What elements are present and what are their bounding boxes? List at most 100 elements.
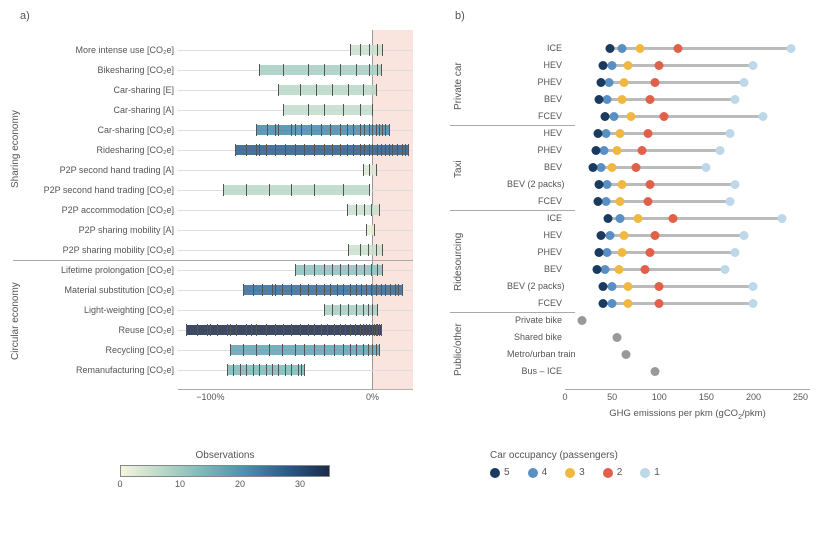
panel-b-xlabel: GHG emissions per pkm (gCO2/pkm) bbox=[565, 408, 810, 421]
colorbar-tick: 20 bbox=[235, 479, 245, 489]
observation-tick bbox=[324, 64, 325, 76]
observation-tick bbox=[267, 124, 268, 136]
row-label: Lifetime prolongation [CO₂e] bbox=[26, 260, 174, 280]
observation-tick bbox=[379, 124, 380, 136]
chart-row: P2P accommodation [CO₂e] bbox=[178, 200, 413, 220]
row-label: BEV (2 packs) bbox=[507, 278, 562, 295]
occupancy-dot bbox=[594, 180, 603, 189]
gridline bbox=[178, 230, 413, 231]
observation-tick bbox=[253, 364, 254, 376]
observation-tick bbox=[283, 324, 284, 336]
observation-tick bbox=[385, 284, 386, 296]
chart-row: BEV bbox=[565, 91, 810, 108]
occupancy-dot bbox=[645, 248, 654, 257]
observation-tick bbox=[369, 184, 370, 196]
observation-tick bbox=[377, 304, 378, 316]
observation-tick bbox=[256, 124, 257, 136]
legend-label: 3 bbox=[579, 467, 585, 478]
range-bar bbox=[366, 225, 374, 235]
observation-tick bbox=[348, 244, 349, 256]
chart-row: HEV bbox=[565, 227, 810, 244]
observation-tick bbox=[377, 44, 378, 56]
observation-tick bbox=[356, 304, 357, 316]
observation-tick bbox=[381, 324, 382, 336]
observation-tick bbox=[243, 284, 244, 296]
row-label: ICE bbox=[507, 40, 562, 57]
observation-tick bbox=[308, 324, 309, 336]
occupancy-dot bbox=[604, 214, 613, 223]
row-label: FCEV bbox=[507, 295, 562, 312]
observation-tick bbox=[282, 284, 283, 296]
observation-tick bbox=[364, 204, 365, 216]
legend-label: 4 bbox=[542, 467, 548, 478]
range-bar bbox=[347, 205, 379, 215]
occupancy-dot bbox=[643, 129, 652, 138]
occupancy-dot bbox=[643, 197, 652, 206]
observation-tick bbox=[272, 284, 273, 296]
chart-row: HEV bbox=[565, 57, 810, 74]
observation-tick bbox=[390, 284, 391, 296]
chart-row: FCEV bbox=[565, 108, 810, 125]
row-label: PHEV bbox=[507, 244, 562, 261]
occupancy-dot bbox=[603, 95, 612, 104]
occupancy-dot bbox=[594, 248, 603, 257]
observation-tick bbox=[405, 144, 406, 156]
row-label: Material substitution [CO₂e] bbox=[26, 280, 174, 300]
observation-tick bbox=[314, 184, 315, 196]
legend-dot bbox=[603, 468, 613, 478]
observation-tick bbox=[334, 344, 335, 356]
observation-tick bbox=[356, 64, 357, 76]
occupancy-dot bbox=[598, 61, 607, 70]
observation-tick bbox=[300, 84, 301, 96]
occupancy-dot bbox=[603, 248, 612, 257]
colorbar: Observations 0102030 bbox=[120, 450, 330, 491]
occupancy-dot bbox=[638, 146, 647, 155]
observation-tick bbox=[379, 344, 380, 356]
observation-tick bbox=[246, 324, 247, 336]
chart-row: Material substitution [CO₂e] bbox=[178, 280, 413, 300]
occupancy-dot bbox=[624, 282, 633, 291]
observation-tick bbox=[235, 144, 236, 156]
observation-tick bbox=[350, 324, 351, 336]
observation-tick bbox=[272, 364, 273, 376]
occupancy-dot bbox=[596, 231, 605, 240]
observation-tick bbox=[376, 244, 377, 256]
chart-row: Car-sharing [A] bbox=[178, 100, 413, 120]
observation-tick bbox=[304, 344, 305, 356]
observation-tick bbox=[363, 304, 364, 316]
observation-tick bbox=[332, 304, 333, 316]
legend-label: 5 bbox=[504, 467, 510, 478]
observation-tick bbox=[300, 284, 301, 296]
occupancy-dot bbox=[608, 163, 617, 172]
observation-tick bbox=[372, 124, 373, 136]
occupancy-dot bbox=[631, 163, 640, 172]
observation-tick bbox=[366, 284, 367, 296]
observation-tick bbox=[304, 264, 305, 276]
observation-tick bbox=[356, 264, 357, 276]
chart-row: Private bike bbox=[565, 312, 810, 329]
observation-tick bbox=[369, 164, 370, 176]
observation-tick bbox=[243, 344, 244, 356]
occupancy-dot bbox=[721, 265, 730, 274]
group-label: Ridesourcing bbox=[453, 233, 464, 291]
observation-tick bbox=[210, 324, 211, 336]
observation-tick bbox=[366, 324, 367, 336]
observation-tick bbox=[253, 284, 254, 296]
gridline bbox=[178, 170, 413, 171]
row-label: P2P accommodation [CO₂e] bbox=[26, 200, 174, 220]
observation-tick bbox=[376, 84, 377, 96]
observation-tick bbox=[246, 144, 247, 156]
observation-tick bbox=[402, 284, 403, 296]
row-label: BEV (2 packs) bbox=[507, 176, 562, 193]
occupancy-dot bbox=[620, 78, 629, 87]
observation-tick bbox=[368, 304, 369, 316]
observation-tick bbox=[217, 324, 218, 336]
observation-tick bbox=[291, 284, 292, 296]
observation-tick bbox=[356, 344, 357, 356]
observation-tick bbox=[321, 324, 322, 336]
observation-tick bbox=[392, 144, 393, 156]
observation-tick bbox=[256, 324, 257, 336]
observation-tick bbox=[246, 184, 247, 196]
row-label: HEV bbox=[507, 125, 562, 142]
observation-tick bbox=[397, 144, 398, 156]
